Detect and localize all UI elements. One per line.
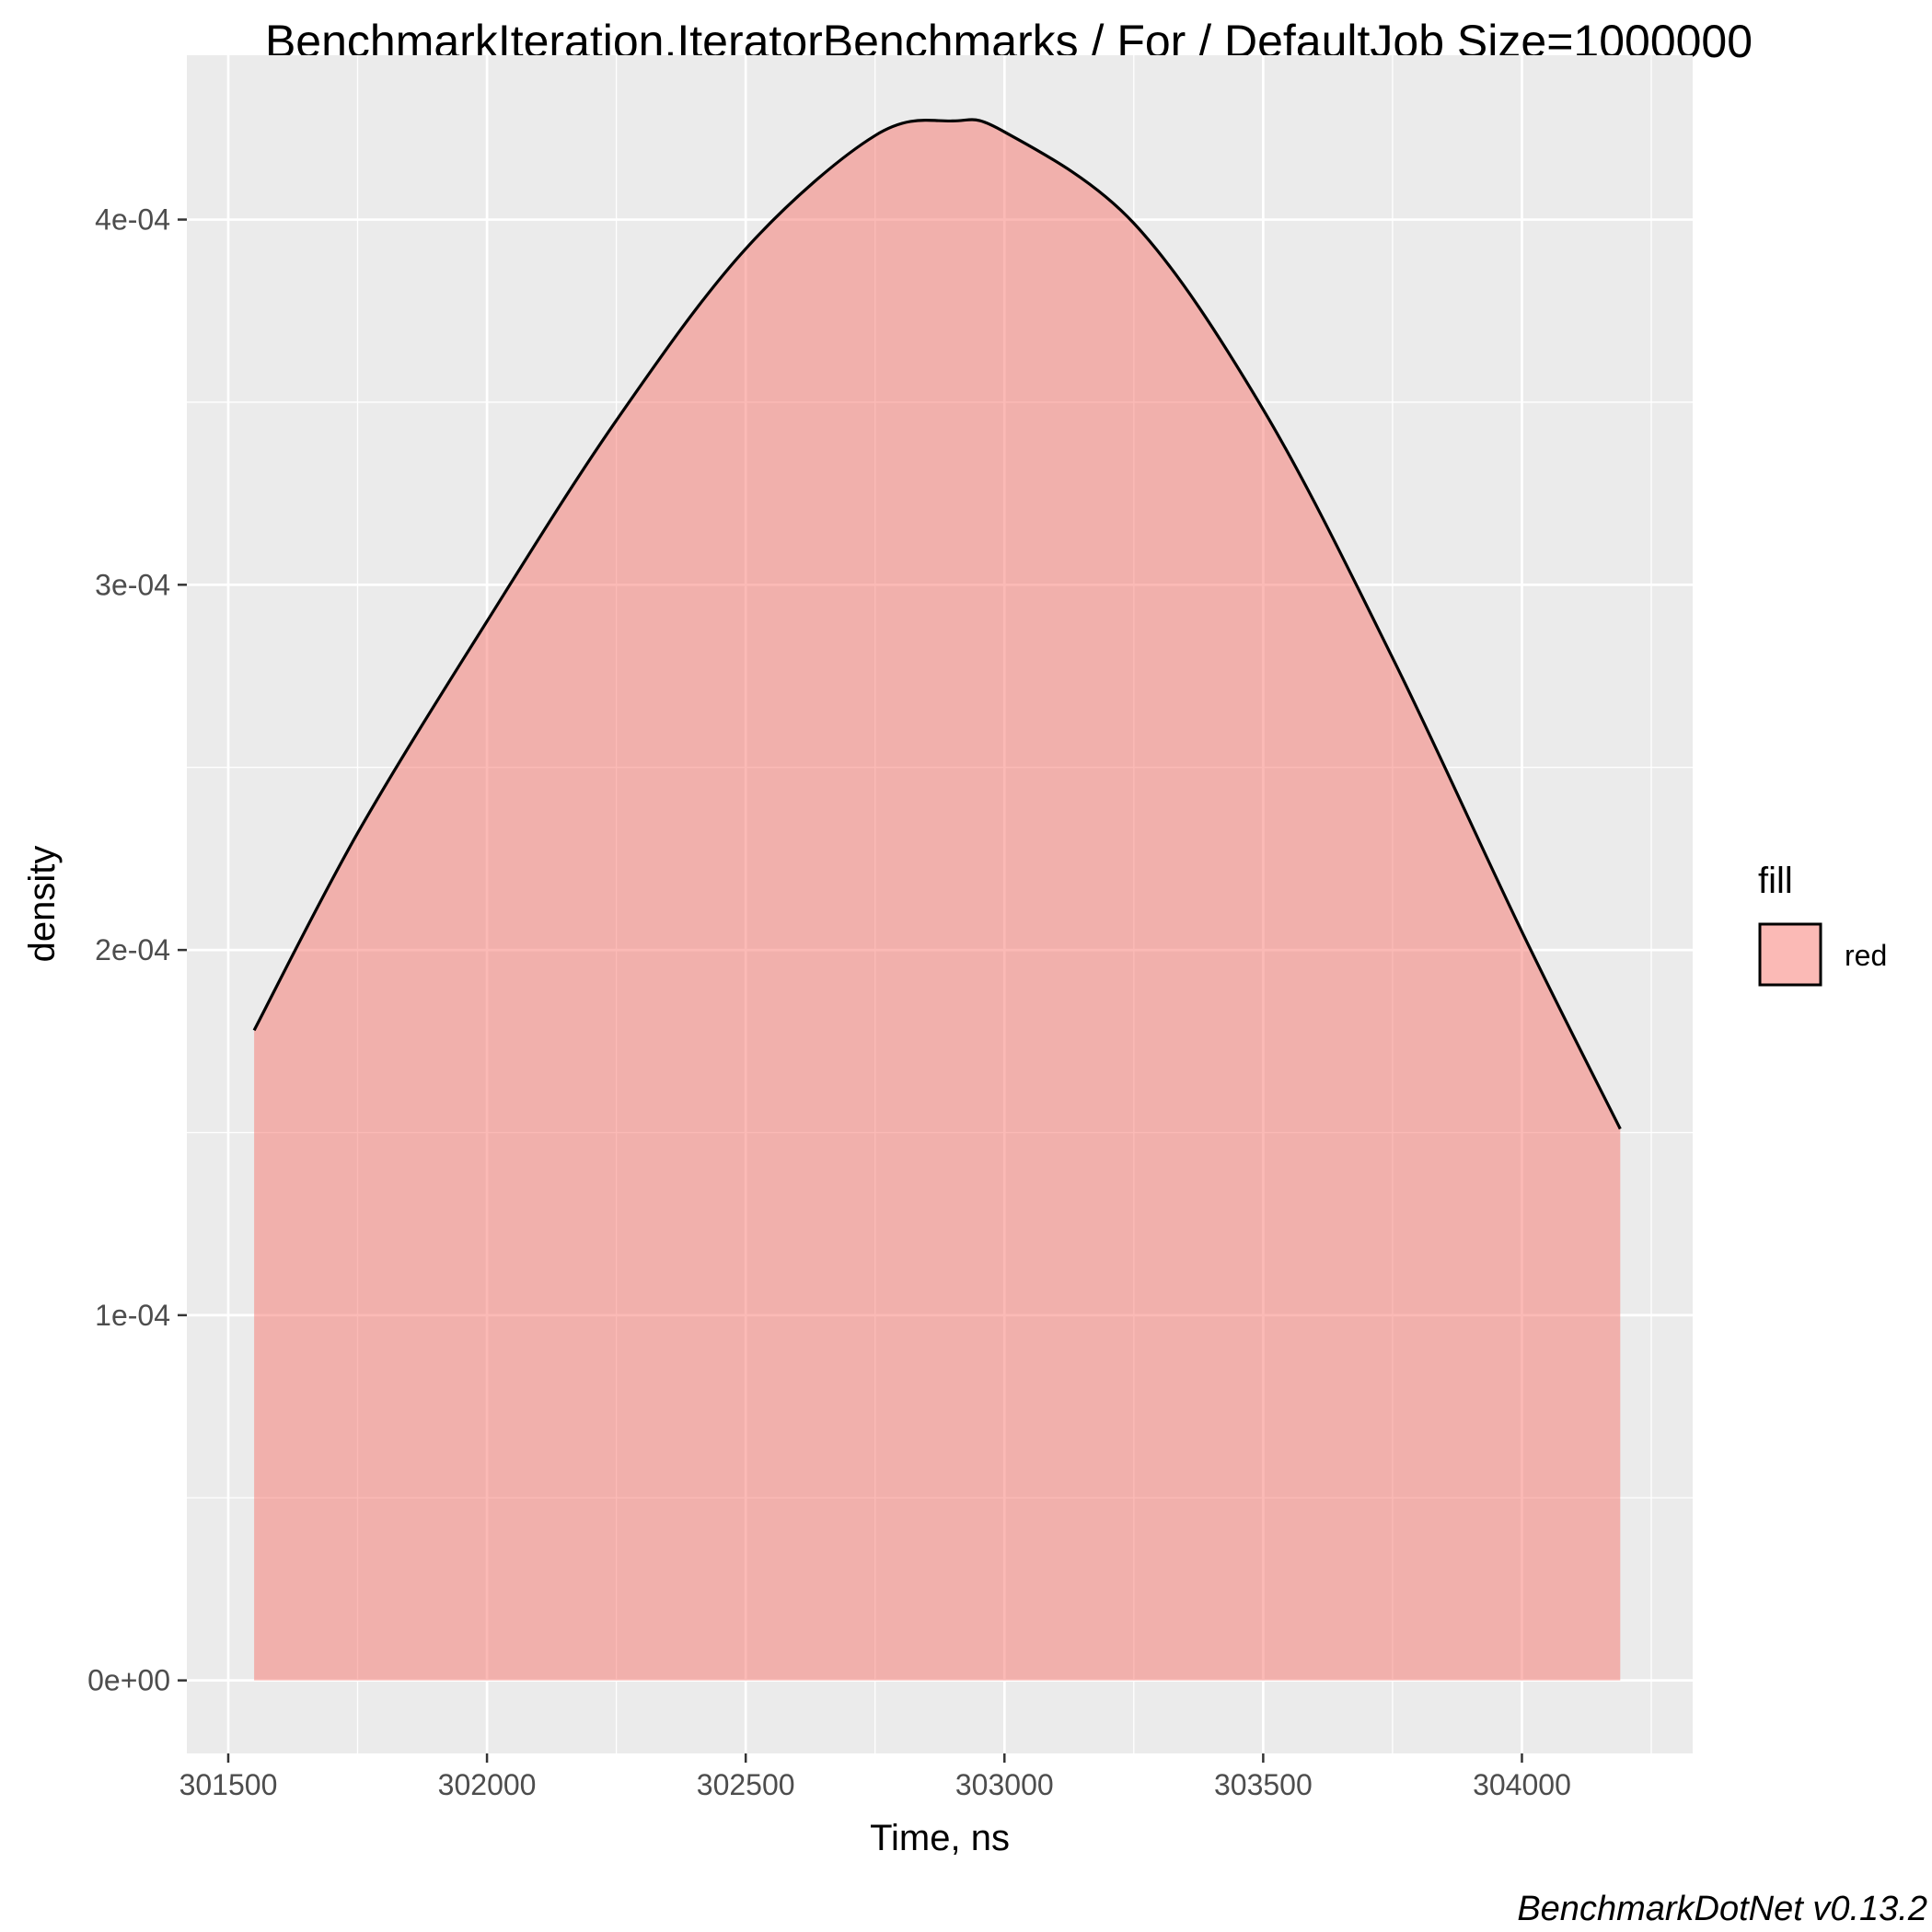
density-line bbox=[252, 118, 1622, 1130]
y-tick-label: 4e-04 bbox=[95, 203, 170, 237]
x-tick-label: 303000 bbox=[955, 1768, 1054, 1801]
y-tick-label: 3e-04 bbox=[95, 568, 170, 601]
axes: 301500 302000 302500 303000 303500 304000 0e+0… bbox=[87, 203, 1571, 1801]
x-axis-title: Time, ns bbox=[870, 1818, 1010, 1858]
legend-key bbox=[1758, 922, 1822, 987]
legend-title: fill bbox=[1758, 861, 1793, 901]
density-area bbox=[254, 119, 1621, 1681]
legend-label: red bbox=[1845, 939, 1887, 972]
x-tick-label: 302500 bbox=[697, 1768, 795, 1801]
y-tick-label: 0e+00 bbox=[87, 1664, 170, 1697]
x-tick-label: 301500 bbox=[179, 1768, 278, 1801]
x-tick-label: 303500 bbox=[1214, 1768, 1313, 1801]
y-axis-title: density bbox=[22, 846, 63, 963]
density-series bbox=[252, 118, 1622, 1681]
legend: fill red bbox=[1758, 861, 1887, 987]
caption: BenchmarkDotNet v0.13.2 bbox=[1517, 1890, 1927, 1928]
y-tick-label: 2e-04 bbox=[95, 933, 170, 966]
x-tick-label: 304000 bbox=[1473, 1768, 1571, 1801]
y-tick-label: 1e-04 bbox=[95, 1299, 170, 1332]
x-tick-label: 302000 bbox=[438, 1768, 537, 1801]
